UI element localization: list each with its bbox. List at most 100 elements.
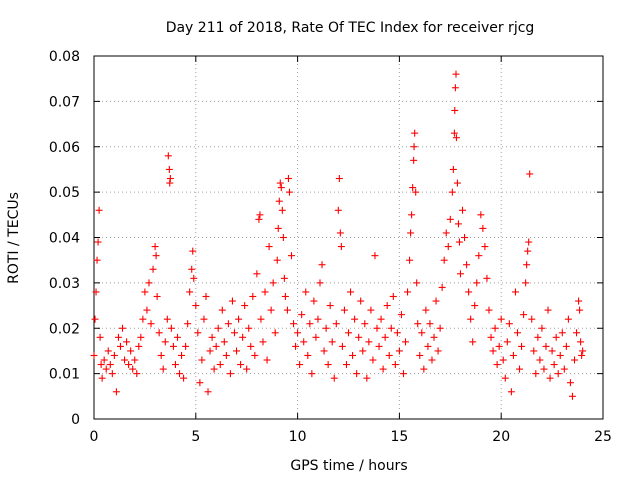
data-point <box>151 243 159 251</box>
data-point <box>147 320 155 328</box>
data-point <box>190 274 198 282</box>
data-point <box>152 252 160 260</box>
data-point <box>204 388 212 396</box>
data-point <box>554 370 562 378</box>
data-point <box>108 370 116 378</box>
data-point <box>166 175 174 183</box>
data-point <box>337 243 345 251</box>
data-point <box>495 342 503 350</box>
data-point <box>399 370 407 378</box>
data-point <box>90 351 98 359</box>
data-point <box>112 388 120 396</box>
data-point <box>412 188 420 196</box>
data-point <box>487 333 495 341</box>
data-point <box>93 256 101 264</box>
data-point <box>444 243 452 251</box>
data-point <box>165 165 173 173</box>
data-point <box>489 347 497 355</box>
data-point <box>161 338 169 346</box>
data-point <box>137 333 145 341</box>
data-point <box>92 288 100 296</box>
data-point <box>351 315 359 323</box>
data-point <box>271 329 279 337</box>
data-point <box>475 252 483 260</box>
data-point <box>544 306 552 314</box>
data-point <box>511 288 519 296</box>
data-point <box>194 329 202 337</box>
data-point <box>558 329 566 337</box>
data-points <box>90 70 587 400</box>
data-point <box>391 361 399 369</box>
data-point <box>302 288 310 296</box>
data-point <box>237 361 245 369</box>
y-tick-label: 0 <box>71 412 80 428</box>
data-point <box>467 315 475 323</box>
data-point <box>369 356 377 364</box>
data-point <box>306 320 314 328</box>
data-point <box>335 175 343 183</box>
data-point <box>326 302 334 310</box>
data-point <box>422 306 430 314</box>
data-point <box>373 324 381 332</box>
data-point <box>367 306 375 314</box>
data-point <box>442 229 450 237</box>
y-tick-label: 0.04 <box>49 231 80 247</box>
data-point <box>104 347 112 355</box>
data-point <box>347 288 355 296</box>
data-point <box>273 256 281 264</box>
x-tick-label: 5 <box>191 429 200 445</box>
data-point <box>145 279 153 287</box>
data-point <box>192 302 200 310</box>
data-point <box>485 306 493 314</box>
data-point <box>200 315 208 323</box>
y-tick-label: 0.06 <box>49 140 80 156</box>
data-point <box>98 374 106 382</box>
data-point <box>345 329 352 337</box>
data-point <box>208 333 216 341</box>
data-point <box>409 184 417 192</box>
axis-ticks <box>93 55 604 420</box>
data-point <box>233 347 241 355</box>
data-point <box>94 238 102 246</box>
data-point <box>133 370 141 378</box>
data-point <box>314 315 322 323</box>
data-point <box>218 306 226 314</box>
chart-title: Day 211 of 2018, Rate Of TEC Index for r… <box>166 20 535 36</box>
data-point <box>379 365 387 373</box>
data-point <box>375 342 383 350</box>
data-point <box>239 333 247 341</box>
data-point <box>525 238 533 246</box>
data-point <box>424 342 432 350</box>
data-point <box>556 351 564 359</box>
data-point <box>279 234 287 241</box>
data-point <box>406 256 414 264</box>
data-point <box>371 252 379 260</box>
data-point <box>436 324 444 332</box>
data-point <box>451 106 459 114</box>
data-point <box>198 356 206 364</box>
data-point <box>283 306 291 314</box>
data-point <box>538 324 546 332</box>
data-point <box>330 374 338 382</box>
data-point <box>381 333 389 341</box>
data-point <box>123 338 131 346</box>
y-tick-label: 0.03 <box>49 276 80 292</box>
data-point <box>304 351 312 359</box>
data-point <box>564 315 572 323</box>
data-point <box>157 351 165 359</box>
data-point <box>473 279 481 287</box>
data-point <box>277 184 285 192</box>
data-point <box>310 297 318 305</box>
data-point <box>530 347 538 355</box>
data-point <box>338 342 346 350</box>
data-point <box>534 333 542 341</box>
data-point <box>276 179 284 187</box>
data-point <box>164 152 172 160</box>
data-point <box>524 247 532 255</box>
data-point <box>228 297 236 305</box>
data-point <box>509 351 517 359</box>
y-tick-labels: 0 0.01 0.02 0.03 0.04 0.05 0.06 0.07 0.08 <box>49 49 80 428</box>
data-point <box>477 211 485 219</box>
data-point <box>245 324 253 332</box>
data-point <box>491 324 499 332</box>
